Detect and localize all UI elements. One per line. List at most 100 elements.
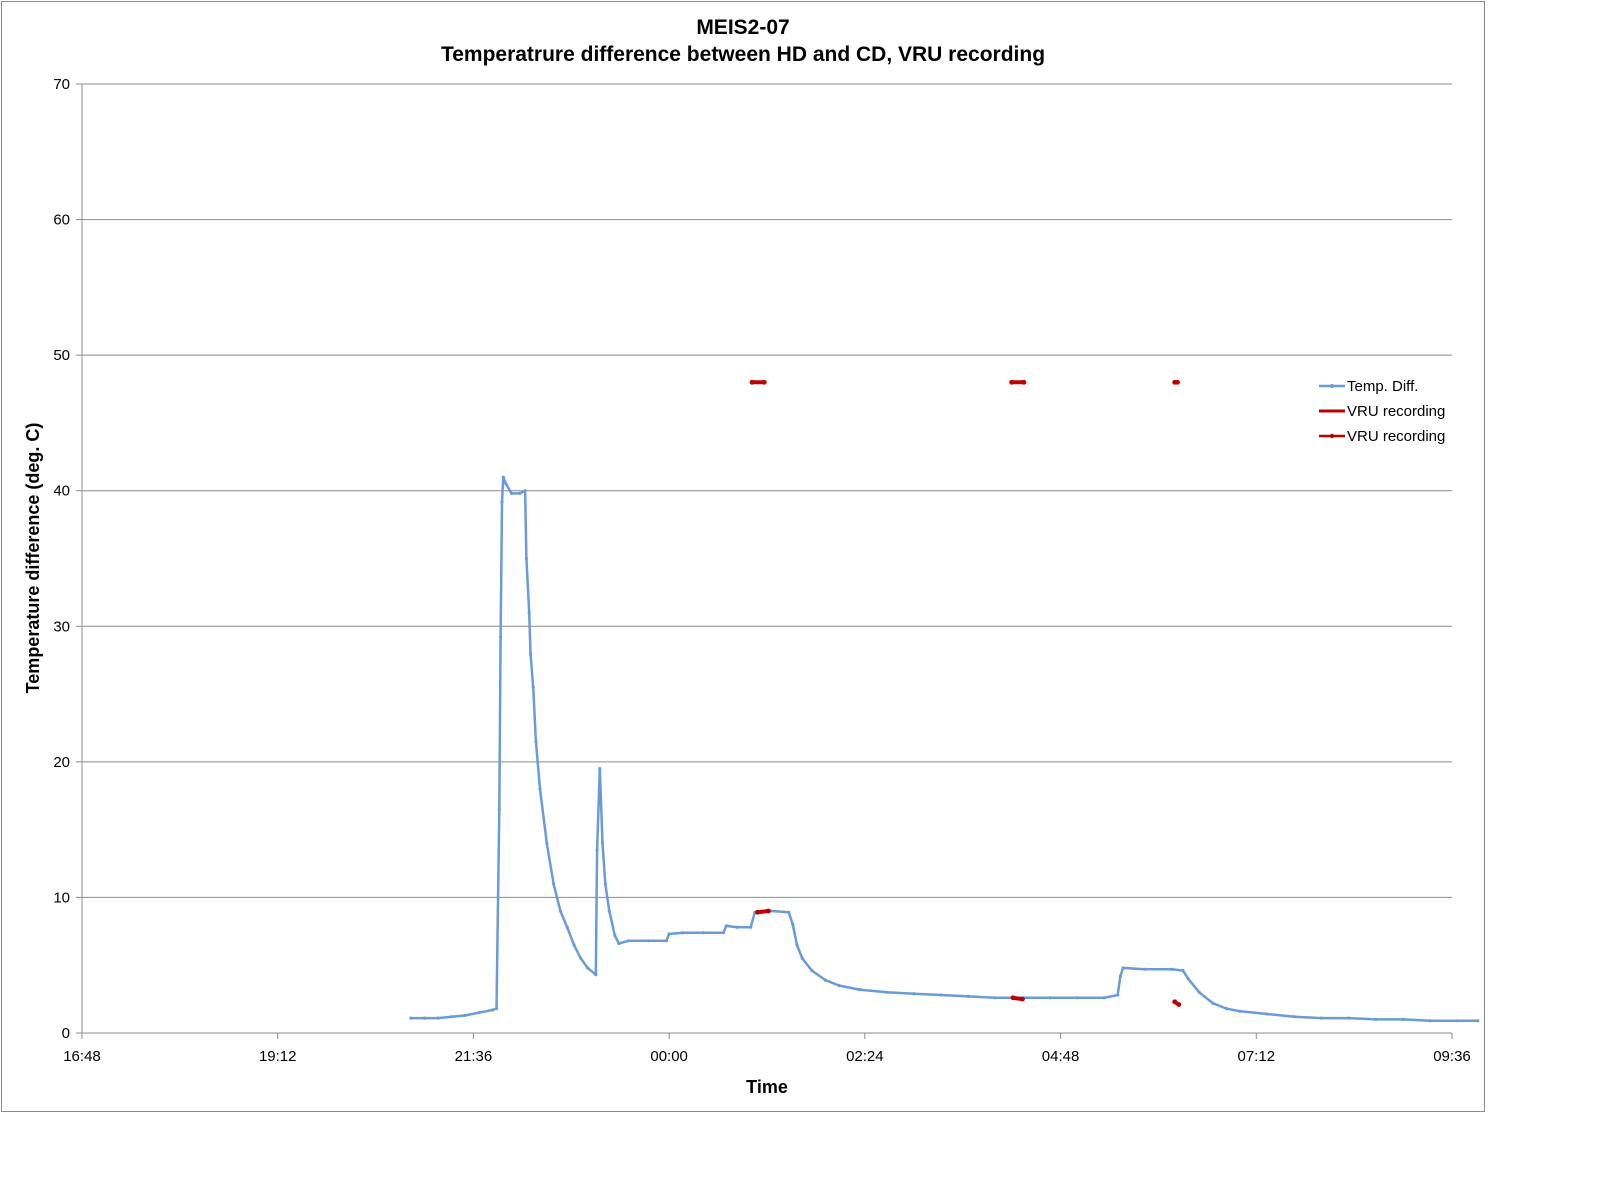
temp-diff-point (795, 943, 799, 947)
vru-recording-point (1175, 379, 1180, 385)
temp-diff-point (500, 500, 504, 504)
vru-recording-point (749, 379, 755, 385)
vru-recording-point (761, 379, 767, 385)
temp-diff-line (410, 475, 1478, 1023)
temp-diff-point (497, 807, 501, 811)
x-tick-label: 02:24 (846, 1048, 884, 1065)
temp-diff-point (586, 966, 590, 970)
x-tick-label: 19:12 (259, 1048, 297, 1065)
temp-diff-point (1347, 1016, 1351, 1020)
temp-diff-point (422, 1016, 427, 1020)
temp-diff-point (626, 939, 631, 943)
temp-diff-point (749, 925, 753, 929)
temp-diff-point (594, 973, 598, 977)
temp-diff-point (523, 489, 527, 493)
chart-svg: MEIS2-07 Temperatrure difference between… (23, 16, 1480, 1097)
temp-diff-point (527, 611, 531, 615)
temp-diff-point (647, 939, 651, 943)
temp-diff-point (579, 956, 583, 961)
y-tick-label: 10 (53, 889, 70, 906)
temp-diff-point (538, 787, 542, 791)
temp-diff-point (531, 685, 535, 689)
grid-layer (82, 83, 1452, 898)
temp-diff-point (1374, 1017, 1378, 1022)
temp-diff-point (490, 1008, 495, 1012)
chart-frame: MEIS2-07 Temperatrure difference between… (1, 1, 1485, 1112)
temp-diff-point (518, 491, 522, 495)
temp-diff-point (545, 841, 549, 845)
temp-diff-point (939, 993, 943, 997)
temp-diff-point (966, 994, 970, 999)
chart-title-line2: Temperatrure difference between HD and C… (441, 43, 1045, 66)
temp-diff-point (1476, 1019, 1480, 1023)
y-tick-label: 60 (53, 212, 70, 229)
temp-diff-point (1186, 977, 1190, 981)
y-tick-label: 70 (53, 76, 70, 93)
temp-diff-point (1118, 974, 1122, 978)
vru-recording-point (1176, 1002, 1182, 1007)
temp-diff-point (565, 925, 569, 929)
temp-diff-point (598, 767, 602, 771)
temp-diff-point (724, 924, 728, 928)
temp-diff-point (837, 983, 841, 988)
temp-diff-point (1401, 1017, 1405, 1022)
temp-diff-point (499, 635, 503, 639)
y-tick-label: 0 (62, 1025, 70, 1042)
temp-diff-point (552, 882, 556, 886)
temp-diff-point (1143, 967, 1147, 971)
temp-diff-point (617, 941, 621, 946)
legend: Temp. Diff. VRU recording VRU recording (1319, 378, 1445, 445)
temp-diff-point (501, 475, 505, 479)
temp-diff-point (436, 1016, 440, 1020)
temp-diff-point (409, 1016, 413, 1020)
temp-diff-point (595, 848, 599, 852)
temp-diff-point (463, 1013, 467, 1018)
y-axis-title: Temperature difference (deg. C) (23, 423, 43, 694)
vru-recording-point (766, 908, 771, 914)
x-axis-title: Time (746, 1077, 788, 1097)
temp-diff-point (791, 922, 795, 927)
y-tick-label: 40 (53, 483, 70, 500)
y-tick-label: 30 (53, 618, 70, 635)
temp-diff-point (721, 931, 726, 935)
temp-diff-point (477, 1011, 481, 1015)
temp-diff-point (857, 988, 862, 992)
temp-diff-point (1292, 1015, 1296, 1019)
temp-diff-point (1238, 1009, 1242, 1013)
x-tick-label: 07:12 (1238, 1048, 1276, 1065)
y-tick-label: 50 (53, 347, 70, 364)
temp-diff-point (450, 1015, 454, 1019)
temp-diff-point (504, 482, 508, 486)
x-tick-label: 04:48 (1042, 1048, 1080, 1065)
temp-diff-point (1319, 1016, 1324, 1020)
y-tick-label: 20 (53, 754, 70, 771)
temp-diff-point (701, 931, 705, 935)
temp-diff-point (1048, 996, 1052, 1000)
temp-diff-point (1211, 1001, 1215, 1005)
temp-diff-point (1116, 993, 1120, 997)
temp-diff-point (1181, 969, 1185, 973)
temp-diff-point (600, 841, 605, 845)
temp-diff-point (1455, 1019, 1459, 1023)
temp-diff-point (681, 931, 685, 935)
temp-diff-point (1224, 1007, 1228, 1011)
temp-diff-point (787, 910, 791, 914)
legend-label-temp: Temp. Diff. (1347, 378, 1418, 395)
temp-diff-point (534, 739, 538, 744)
temp-diff-point (664, 939, 669, 943)
x-tick-label: 09:36 (1433, 1048, 1471, 1065)
temp-diff-point (494, 1007, 499, 1011)
axis-layer: 0 10 20 30 40 50 60 70 16:48 19:12 21:36 00:00 02:24… (53, 76, 1470, 1065)
temp-diff-point (524, 556, 529, 561)
temp-diff-point (735, 925, 739, 929)
temp-diff-point (885, 990, 889, 994)
temp-diff-point (1197, 990, 1201, 994)
chart-title-line1: MEIS2-07 (696, 16, 789, 39)
x-tick-label: 00:00 (650, 1048, 688, 1065)
legend-label-vru-1: VRU recording (1347, 403, 1445, 420)
temp-diff-point (993, 996, 997, 1000)
temp-diff-point (823, 978, 828, 982)
series-layer (409, 379, 1480, 1023)
temp-diff-point (1170, 967, 1174, 971)
temp-diff-point (1428, 1019, 1432, 1023)
